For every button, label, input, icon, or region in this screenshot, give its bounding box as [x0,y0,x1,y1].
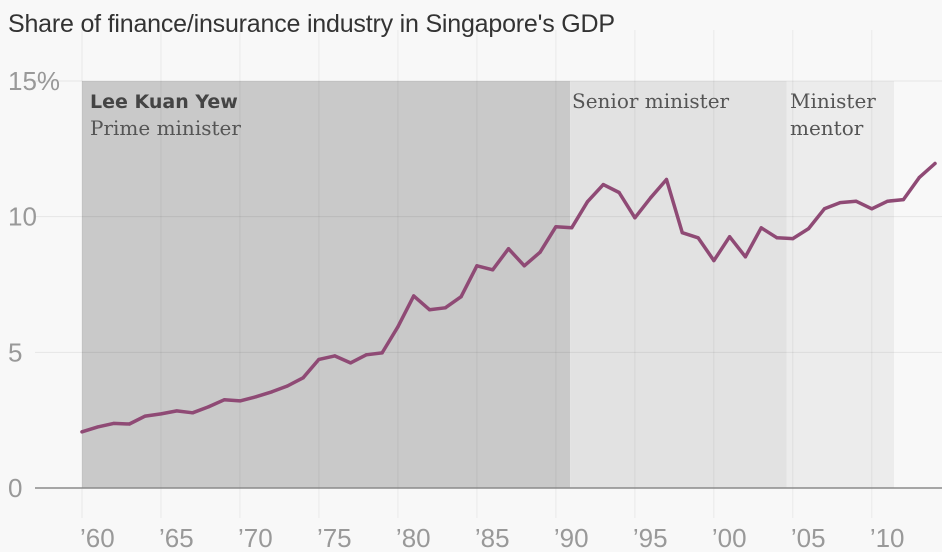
x-tick-label: ’05 [791,523,826,552]
data-point [617,190,621,195]
data-point [791,237,795,241]
data-point [775,236,779,240]
data-point [427,308,432,312]
data-point [870,207,874,211]
data-point [822,207,827,211]
x-tick-label: ’65 [159,523,194,552]
x-tick-label: ’85 [475,523,510,552]
data-point [459,295,463,299]
gridlines [35,30,942,518]
data-point [570,226,574,230]
x-tick-label: ’00 [712,523,747,552]
data-point [933,161,937,166]
chart-title: Share of finance/insurance industry in S… [8,10,615,38]
data-point [538,250,542,254]
data-point [633,216,637,220]
data-point [807,227,811,231]
data-point [285,384,289,388]
data-point [696,236,700,240]
data-point [396,325,400,329]
data-point [728,235,732,239]
annotation-prime-minister: Prime minister [90,116,241,140]
data-point [601,183,605,187]
data-point [917,175,921,180]
y-tick-label: 15% [8,66,60,96]
data-point [269,390,274,394]
data-point [759,226,763,230]
data-point [380,351,384,355]
y-tick-label: 0 [8,473,22,503]
x-tick-label: ’80 [396,523,431,552]
data-point [838,200,842,205]
period-annotations: Lee Kuan Yew Prime minister Senior minis… [90,89,876,140]
data-point [143,414,147,418]
data-point [680,231,684,235]
data-point [506,247,511,251]
data-point [712,259,716,263]
y-tick-label: 10 [8,202,37,232]
data-point [348,361,353,365]
data-point [585,200,590,204]
data-point [80,430,84,434]
x-tick-label: ’60 [80,523,115,552]
data-point [111,421,116,426]
period-band-0 [82,81,571,488]
annotation-senior-minister: Senior minister [572,89,730,113]
data-point [901,197,906,202]
annotation-minister-mentor-line2: mentor [790,116,864,140]
data-point [364,353,368,357]
data-point [96,425,100,429]
data-point [854,199,858,203]
data-point [522,264,526,268]
data-point [254,395,258,399]
data-point [743,255,748,259]
data-point [175,409,179,413]
x-tick-label: ’10 [870,523,905,552]
data-point [886,199,890,203]
data-point [317,357,321,361]
data-point [554,225,558,229]
data-point [238,399,242,403]
annotation-lee-kuan-yew: Lee Kuan Yew [90,91,238,113]
data-point [159,412,163,416]
data-point [222,398,226,402]
data-point [649,196,653,200]
data-point [664,177,669,182]
data-point [333,354,337,358]
data-point [190,411,195,415]
y-tick-label: 5 [8,337,22,367]
period-band-2 [786,81,894,488]
x-tick-label: ’70 [238,523,273,552]
x-tick-label: ’90 [554,523,589,552]
x-tick-label: ’75 [317,523,352,552]
annotation-minister-mentor-line1: Minister [790,89,876,113]
data-point [443,306,447,310]
period-shading [82,81,894,488]
data-point [301,376,305,380]
series [80,161,937,434]
data-point [206,405,210,409]
axes: ’60 ’65 ’70 ’75 ’80 ’85 ’90 ’95 ’00 ’05 ’10 0 5 10 15% [8,66,942,552]
data-point [127,422,131,426]
data-point [491,268,495,272]
data-point [412,294,416,298]
x-tick-label: ’95 [633,523,668,552]
data-point [475,264,479,268]
period-band-1 [570,81,787,488]
